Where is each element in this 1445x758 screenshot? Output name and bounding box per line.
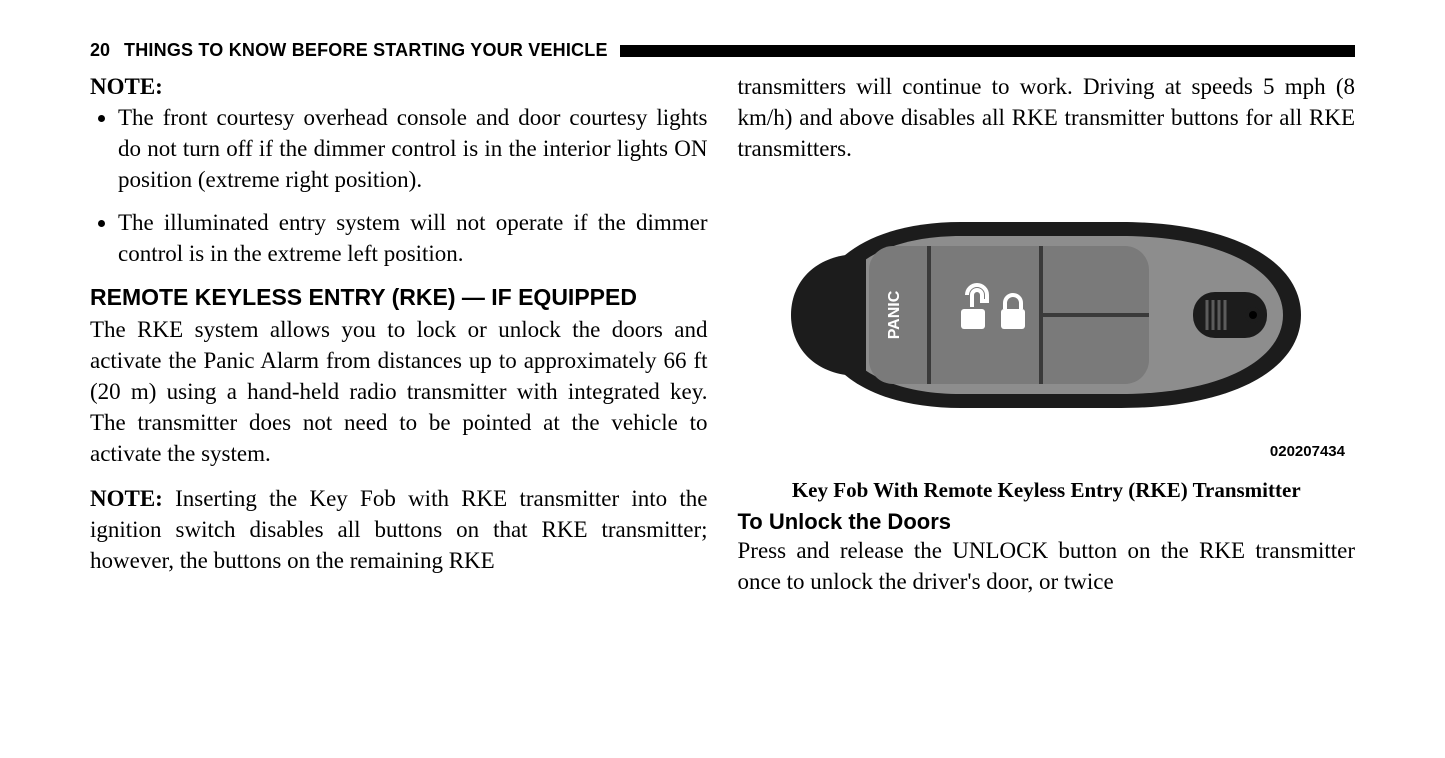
page-header: 20 THINGS TO KNOW BEFORE STARTING YOUR V… xyxy=(90,40,1355,61)
rke-body-text: The RKE system allows you to lock or unl… xyxy=(90,314,708,469)
page-number: 20 xyxy=(90,40,110,61)
two-column-layout: NOTE: The front courtesy overhead consol… xyxy=(90,71,1355,597)
note2-body: Inserting the Key Fob with RKE transmitt… xyxy=(90,486,708,573)
left-column: NOTE: The front courtesy overhead consol… xyxy=(90,71,708,597)
keyfob-illustration: PANIC xyxy=(761,200,1331,430)
bullet-item: The illuminated entry system will not op… xyxy=(118,207,708,269)
unlock-heading: To Unlock the Doors xyxy=(738,509,1356,535)
section-title: THINGS TO KNOW BEFORE STARTING YOUR VEHI… xyxy=(124,40,608,61)
note2-paragraph: NOTE: Inserting the Key Fob with RKE tra… xyxy=(90,483,708,576)
note2-label: NOTE: xyxy=(90,486,163,511)
right-column: transmitters will continue to work. Driv… xyxy=(738,71,1356,597)
bullet-item: The front courtesy overhead console and … xyxy=(118,102,708,195)
note-bullet-list: The front courtesy overhead console and … xyxy=(90,102,708,269)
figure-ref-number: 020207434 xyxy=(738,443,1356,460)
unlock-body-text: Press and release the UNLOCK button on t… xyxy=(738,535,1356,597)
keyfob-figure: PANIC xyxy=(738,200,1356,503)
fob-key-head xyxy=(791,255,866,375)
fob-hole-inner xyxy=(1249,311,1257,319)
note-block: NOTE: xyxy=(90,71,708,102)
header-rule xyxy=(620,45,1355,57)
rke-heading: REMOTE KEYLESS ENTRY (RKE) — IF EQUIPPED xyxy=(90,283,708,312)
note-label: NOTE: xyxy=(90,74,163,99)
manual-page: 20 THINGS TO KNOW BEFORE STARTING YOUR V… xyxy=(0,0,1445,617)
panic-button-label: PANIC xyxy=(886,290,903,339)
figure-caption: Key Fob With Remote Keyless Entry (RKE) … xyxy=(738,478,1356,503)
continuation-text: transmitters will continue to work. Driv… xyxy=(738,71,1356,164)
